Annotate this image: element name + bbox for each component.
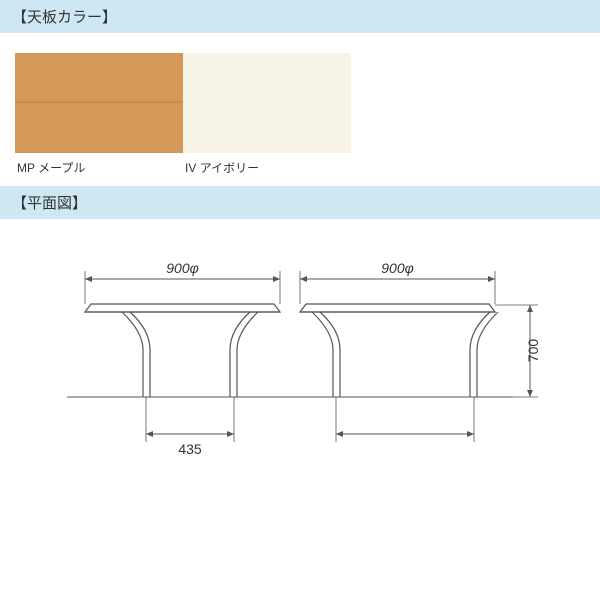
plan-diagram: 900φ 435 900φ 700	[0, 234, 600, 514]
swatch-maple	[15, 53, 183, 153]
technical-drawing-svg: 900φ 435 900φ 700	[0, 234, 600, 514]
swatch-label: IV アイボリー	[183, 159, 351, 176]
svg-text:435: 435	[178, 441, 202, 457]
section-header-colors: 【天板カラー】	[0, 0, 600, 33]
svg-text:900φ: 900φ	[166, 260, 199, 276]
section-title: 【平面図】	[12, 195, 87, 212]
section-title: 【天板カラー】	[12, 9, 117, 26]
section-header-plan: 【平面図】	[0, 186, 600, 219]
swatch-item: MP メープル	[15, 53, 183, 176]
swatch-item: IV アイボリー	[183, 53, 351, 176]
swatch-label: MP メープル	[15, 159, 183, 176]
swatch-row: MP メープル IV アイボリー	[0, 33, 600, 186]
svg-text:700: 700	[525, 339, 541, 363]
svg-text:900φ: 900φ	[381, 260, 414, 276]
swatch-ivory	[183, 53, 351, 153]
